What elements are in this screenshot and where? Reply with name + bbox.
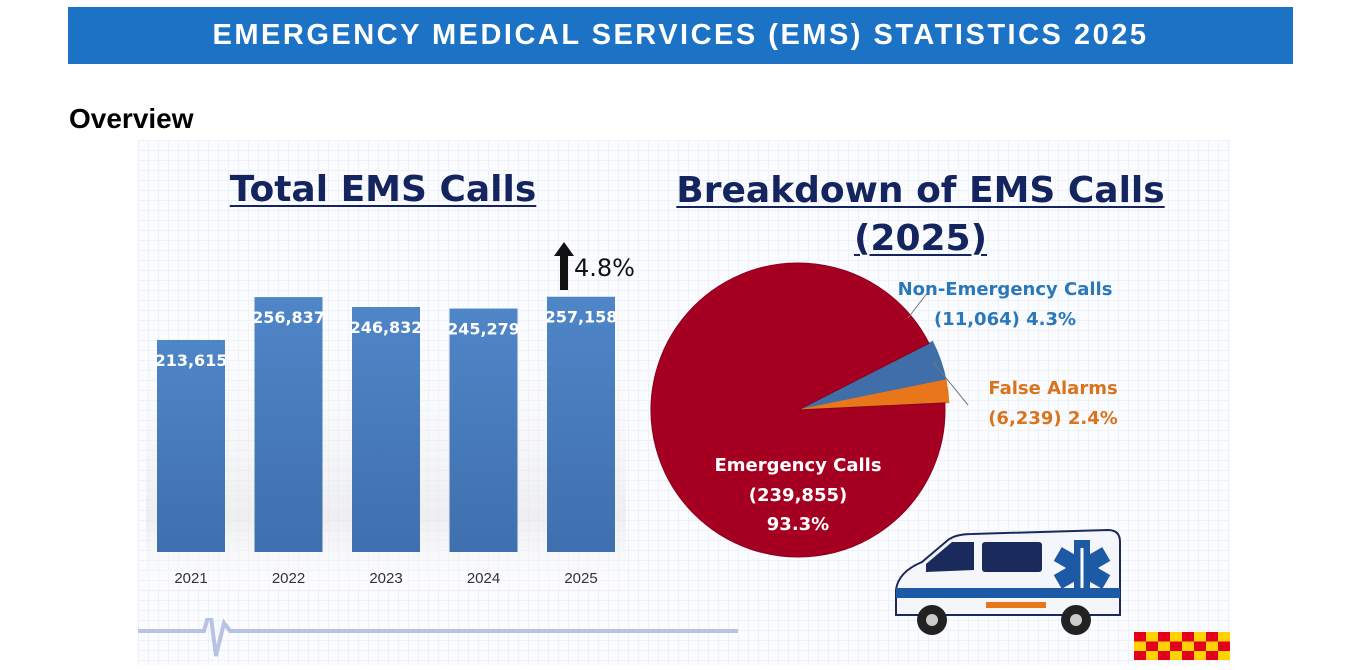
bar-value-label: 256,837: [252, 308, 325, 327]
bar-2025: [547, 296, 615, 552]
checker-cell: [1134, 641, 1146, 651]
checker-cell: [1170, 641, 1182, 651]
checker-cell: [1194, 651, 1206, 660]
checker-cell: [1194, 632, 1206, 642]
checker-cell: [1206, 641, 1218, 651]
bar-2022: [254, 297, 323, 552]
checker-cell: [1194, 641, 1206, 651]
checker-cell: [1206, 651, 1218, 660]
pie-slice-0: [650, 262, 946, 558]
x-tick-label: 2025: [564, 570, 597, 587]
bar-value-label: 257,158: [545, 308, 618, 327]
ambulance-icon: [895, 528, 1121, 635]
checker-cell: [1182, 632, 1194, 642]
pie-title-line-2: (2025): [853, 218, 988, 259]
growth-annotation: 4.8%: [574, 254, 635, 282]
section-heading: Overview: [69, 103, 194, 134]
bar-chart-title: Total EMS Calls: [229, 169, 537, 210]
slice-label-false-alarm-name: False Alarms: [988, 378, 1117, 399]
checker-cell: [1158, 651, 1170, 660]
pie-title-line-1: Breakdown of EMS Calls: [676, 170, 1165, 211]
pie-labels: Emergency Calls (239,855) 93.3% Non-Emer…: [714, 279, 1117, 535]
x-tick-label: 2024: [467, 570, 500, 587]
slice-label-false-alarm-detail: (6,239) 2.4%: [988, 408, 1118, 429]
pie-series: [650, 262, 950, 558]
slice-label-non-emergency-name: Non-Emergency Calls: [898, 279, 1113, 300]
bar-2023: [352, 306, 420, 552]
bar-2024: [449, 308, 518, 552]
checker-cell: [1182, 651, 1194, 660]
checker-cell: [1218, 632, 1230, 642]
slice-label-non-emergency-detail: (11,064) 4.3%: [934, 309, 1076, 330]
checker-pattern-icon: [1134, 632, 1230, 660]
checker-cell: [1158, 632, 1170, 642]
checker-cell: [1158, 641, 1170, 651]
pie-chart-title: Breakdown of EMS Calls (2025): [668, 167, 1173, 263]
slice-label-emergency-percent: 93.3%: [767, 514, 829, 535]
pie-slice-2: [797, 379, 950, 411]
bar-series: 213,615 2021 256,837 2022 246,832 2023 245,279…: [155, 296, 618, 587]
checker-cell: [1146, 651, 1158, 660]
checker-cell: [1218, 651, 1230, 660]
page-title: EMERGENCY MEDICAL SERVICES (EMS) STATIST…: [212, 19, 1149, 51]
bar-value-label: 246,832: [350, 318, 423, 337]
checker-cell: [1146, 632, 1158, 642]
up-arrow-icon: [554, 242, 574, 290]
pie-leader-lines: [907, 291, 969, 406]
x-tick-label: 2021: [174, 570, 207, 587]
checker-cell: [1146, 641, 1158, 651]
checker-cell: [1134, 632, 1146, 642]
checker-cell: [1134, 651, 1146, 660]
header-banner: EMERGENCY MEDICAL SERVICES (EMS) STATIST…: [68, 7, 1293, 64]
bar-value-label: 245,279: [447, 320, 520, 339]
checker-cell: [1218, 641, 1230, 651]
checker-cell: [1206, 632, 1218, 642]
checker-cell: [1182, 641, 1194, 651]
checker-cell: [1170, 632, 1182, 642]
checker-cell: [1170, 651, 1182, 660]
x-tick-label: 2023: [369, 570, 402, 587]
infographic-panel: Total EMS Calls Breakdown of EMS Calls (…: [138, 140, 1230, 665]
x-tick-label: 2022: [272, 570, 305, 587]
slice-label-emergency-name: Emergency Calls: [714, 455, 881, 476]
charts-canvas: 213,615 2021 256,837 2022 246,832 2023 245,279…: [146, 262, 1118, 590]
bar-value-label: 213,615: [155, 351, 228, 370]
bar-2021: [157, 339, 225, 552]
ekg-line-icon: [138, 618, 738, 657]
slice-label-emergency-count: (239,855): [749, 485, 847, 506]
